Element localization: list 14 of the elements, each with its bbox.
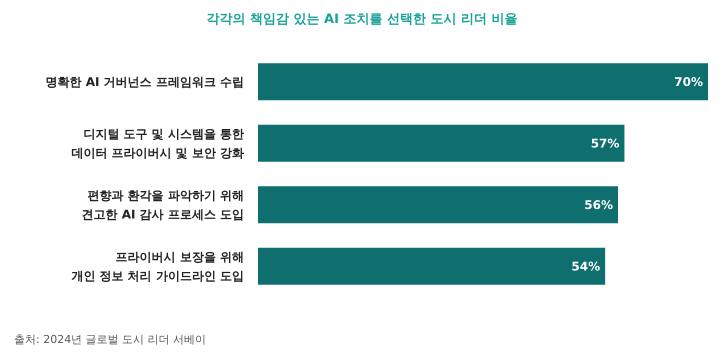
bar (258, 63, 708, 100)
bar (258, 248, 606, 285)
bar (258, 186, 618, 224)
bar (258, 124, 624, 162)
y-tick-label: 디지털 도구 및 시스템을 통한 데이터 프라이버시 및 보안 강화 (71, 126, 244, 160)
y-tick-label: 편향과 환각을 파악하기 위해 견고한 AI 감사 프로세스 도입 (82, 188, 244, 222)
y-tick-label: 프라이버시 보장을 위해 개인 정보 처리 가이드라인 도입 (71, 250, 244, 283)
data-label: 57% (590, 136, 620, 150)
data-label: 54% (571, 259, 600, 274)
chart-title: 각각의 책임감 있는 AI 조치를 선택한 도시 리더 비율 (206, 12, 518, 27)
data-label: 70% (674, 74, 703, 89)
y-tick-label: 명확한 AI 거버넌스 프레임워크 수립 (46, 74, 244, 89)
data-label: 56% (584, 198, 613, 212)
source-note: 출처: 2024년 글로벌 도시 리더 서베이 (14, 333, 206, 346)
